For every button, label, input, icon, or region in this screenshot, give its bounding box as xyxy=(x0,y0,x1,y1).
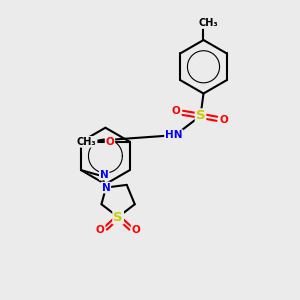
Text: O: O xyxy=(96,225,105,235)
Text: S: S xyxy=(196,109,205,122)
Text: CH₃: CH₃ xyxy=(77,137,97,147)
Text: O: O xyxy=(106,137,114,147)
Text: S: S xyxy=(113,211,123,224)
Text: N: N xyxy=(100,169,109,179)
Text: CH₃: CH₃ xyxy=(198,18,218,28)
Text: O: O xyxy=(172,106,181,116)
Text: O: O xyxy=(132,225,140,235)
Text: N: N xyxy=(102,183,110,193)
Text: HN: HN xyxy=(165,130,182,140)
Text: O: O xyxy=(219,115,228,125)
